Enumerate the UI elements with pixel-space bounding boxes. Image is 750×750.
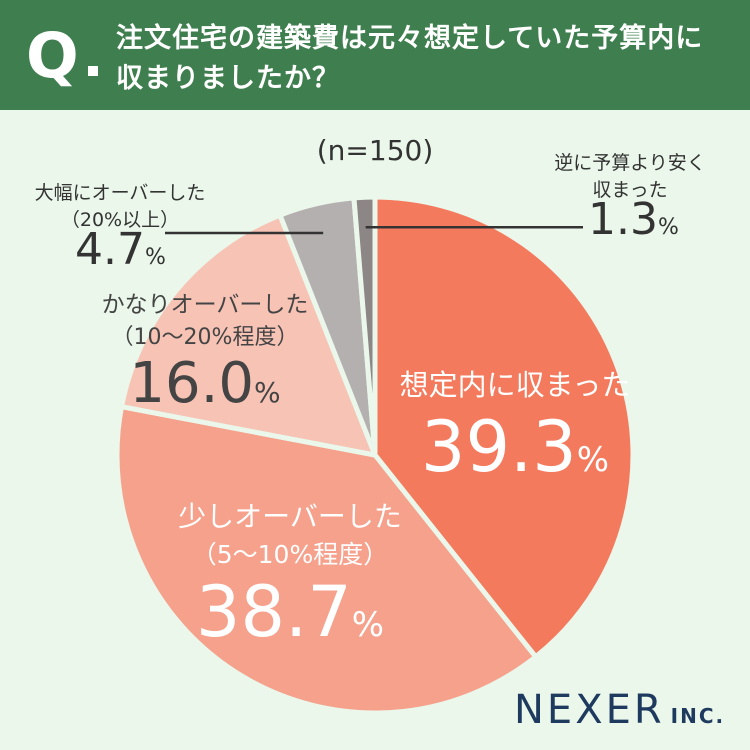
slice-label-4: 逆に予算より安く 収まった: [540, 148, 720, 202]
slice-subcategory-1: （5〜10%程度）: [191, 540, 389, 569]
slice-subcategory-2: （10〜20%程度）: [111, 325, 299, 350]
slice-label-3: 大幅にオーバーした （20%以上）: [30, 178, 210, 232]
pie-slice-0: [372, 194, 636, 660]
slice-label-0: 想定内に収まった 39.3%: [380, 362, 650, 488]
slice-value-3: 4.7%: [75, 224, 166, 275]
question-text-line1: 注文住宅の建築費は元々想定していた予算内に: [116, 23, 704, 54]
slice-value-0: 39.3%: [420, 406, 610, 488]
slice-category-0: 想定内に収まった: [399, 368, 631, 402]
slice-category-4: 逆に予算より安く: [554, 152, 706, 174]
nexer-logo: NEXER INC.: [514, 687, 726, 733]
question-dot: [88, 66, 98, 76]
question-header: Q 注文住宅の建築費は元々想定していた予算内に 収まりましたか？: [0, 0, 750, 110]
slice-category-3: 大幅にオーバーした: [34, 182, 206, 204]
pie-slice-1: [114, 404, 539, 716]
slice-label-2: かなりオーバーした （10〜20%程度） 16.0%: [80, 285, 330, 416]
sample-size-label: (n=150): [316, 134, 434, 167]
question-mark: Q: [26, 19, 79, 92]
slice-category-2: かなりオーバーした: [101, 292, 309, 318]
question-text-line2: 収まりましたか？: [116, 63, 340, 94]
slice-subcategory-4: 収まった: [592, 179, 668, 201]
slice-value-4: 1.3%: [588, 194, 679, 245]
slice-category-1: 少しオーバーした: [178, 500, 402, 533]
slice-subcategory-3: （20%以上）: [60, 209, 180, 231]
slice-value-1: 38.7%: [195, 571, 385, 653]
slice-label-1: 少しオーバーした （5〜10%程度） 38.7%: [150, 495, 430, 653]
slice-value-2: 16.0%: [129, 351, 281, 416]
pie-slice-4: [351, 194, 378, 458]
pie-slice-2: [119, 212, 378, 458]
